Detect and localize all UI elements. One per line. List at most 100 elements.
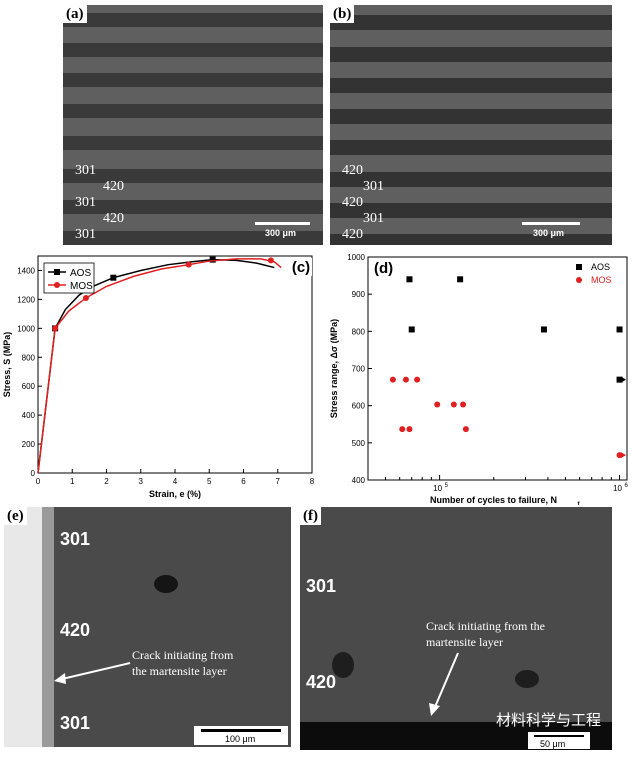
annotation-line-1: Crack initiating from — [132, 648, 234, 662]
y-tick-label: 0 — [31, 469, 36, 478]
y-tick-label: 600 — [352, 402, 366, 411]
layer-label: 420 — [342, 195, 363, 210]
data-point-mos — [434, 401, 441, 408]
layer-label: 301 — [60, 529, 91, 549]
layer-label: 301 — [75, 227, 96, 242]
x-tick-label: 10 — [433, 484, 442, 493]
y-tick-label: 500 — [352, 439, 366, 448]
scale-bar-label: 100 μm — [225, 734, 256, 744]
sem-image-f: (f) 301 420 Crack initiating from the ma… — [300, 507, 612, 750]
x-tick-label: 2 — [104, 477, 109, 486]
series-marker-mos — [52, 325, 59, 332]
layer-label: 420 — [342, 227, 363, 242]
series-line-mos — [37, 258, 282, 474]
dark-layer — [330, 15, 612, 30]
dark-layer — [330, 172, 612, 187]
data-point-aos — [457, 276, 464, 283]
layer-label: 420 — [342, 163, 363, 178]
y-tick-label: 1000 — [347, 253, 365, 262]
legend-label: AOS — [70, 268, 91, 279]
data-point-mos — [460, 401, 467, 408]
series-marker-mos — [267, 257, 274, 264]
x-tick-label: 6 — [241, 477, 246, 486]
data-point-mos — [450, 401, 457, 408]
panel-tag-e: (e) — [4, 507, 27, 525]
series-marker-mos — [82, 294, 89, 301]
y-tick-label: 1000 — [17, 324, 35, 333]
series-marker-aos — [209, 256, 216, 263]
dark-layer — [63, 104, 323, 118]
dark-layer — [63, 231, 323, 245]
x-tick-exponent: 5 — [445, 483, 449, 489]
data-point-mos — [406, 426, 413, 433]
y-tick-label: 900 — [352, 290, 366, 299]
sem-image-e: (e) 301 420 301 Crack initiating from th… — [4, 507, 291, 747]
y-tick-label: 200 — [22, 440, 36, 449]
layer-label: 420 — [103, 179, 124, 194]
panel-tag-a: (a) — [63, 5, 87, 23]
runout-arrowhead — [621, 452, 626, 459]
x-tick-label: 8 — [310, 477, 315, 486]
data-point-aos — [540, 326, 547, 333]
legend-label: AOS — [591, 262, 610, 272]
series-line-aos — [37, 258, 275, 474]
scale-bar-label: 50 μm — [540, 739, 566, 749]
legend-marker — [54, 269, 60, 275]
data-point-mos — [414, 376, 421, 383]
series-marker-mos — [185, 261, 192, 268]
dark-layer — [330, 140, 612, 155]
y-axis-label: Stress, S (MPa) — [2, 332, 12, 398]
annotation-line-1: Crack initiating from the — [426, 619, 545, 633]
dark-layer — [330, 109, 612, 124]
pore — [515, 670, 539, 688]
layer-label: 420 — [103, 211, 124, 226]
dark-layer — [63, 13, 323, 27]
annotation-line-2: the martensite layer — [132, 664, 227, 678]
scale-bar — [522, 222, 580, 225]
x-tick-label: 1 — [70, 477, 75, 486]
runout-arrowhead — [621, 376, 626, 383]
data-point-mos — [402, 376, 409, 383]
pore — [154, 575, 178, 593]
micrograph-b: (b) 420 301 420 301 420 300 μm — [330, 5, 612, 245]
dark-layer — [330, 47, 612, 62]
crack-arrow — [429, 652, 459, 716]
y-axis-label: Stress range, Δσ (MPa) — [329, 319, 339, 418]
layer-label: 301 — [60, 713, 91, 733]
layer-label: 301 — [306, 576, 337, 596]
x-tick-label: 7 — [276, 477, 281, 486]
stress-strain-chart: 0 1 2 3 4 5 6 7 8 0 200 400 600 800 1000 1200 1400 Strain… — [2, 255, 315, 499]
dark-layer — [330, 203, 612, 218]
layer-label: 301 — [363, 179, 384, 194]
plot-frame — [367, 256, 628, 481]
edge-shade — [42, 507, 54, 747]
legend-label: MOS — [591, 275, 612, 285]
pore — [332, 652, 354, 678]
legend-marker — [576, 277, 582, 283]
layer-label: 420 — [60, 620, 91, 640]
layer-label: 420 — [306, 672, 337, 692]
layer-label: 301 — [75, 163, 96, 178]
legend-marker — [576, 264, 582, 270]
panel-tag-c: (c) — [292, 259, 310, 276]
data-point-aos — [616, 326, 623, 333]
crack-arrow — [54, 662, 131, 684]
y-tick-label: 800 — [22, 353, 36, 362]
y-tick-label: 1200 — [17, 295, 35, 304]
y-tick-label: 400 — [22, 411, 36, 420]
x-tick-exponent: 6 — [625, 483, 629, 489]
legend-marker — [54, 282, 60, 288]
annotation-line-2: martensite layer — [426, 635, 503, 649]
x-tick-label: 4 — [173, 477, 178, 486]
x-axis-label: Number of cycles to failure, N — [430, 495, 557, 505]
panel-tag-f: (f) — [300, 507, 321, 525]
dark-layer — [63, 73, 323, 87]
micrograph-a: (a) 301 420 301 420 301 300 μm — [63, 5, 323, 245]
layer-label: 301 — [75, 195, 96, 210]
data-point-mos — [389, 376, 396, 383]
scale-bar — [534, 735, 584, 737]
dark-layer — [63, 169, 323, 183]
panel-tag-b: (b) — [330, 5, 355, 23]
panel-tag-d: (d) — [374, 260, 393, 277]
